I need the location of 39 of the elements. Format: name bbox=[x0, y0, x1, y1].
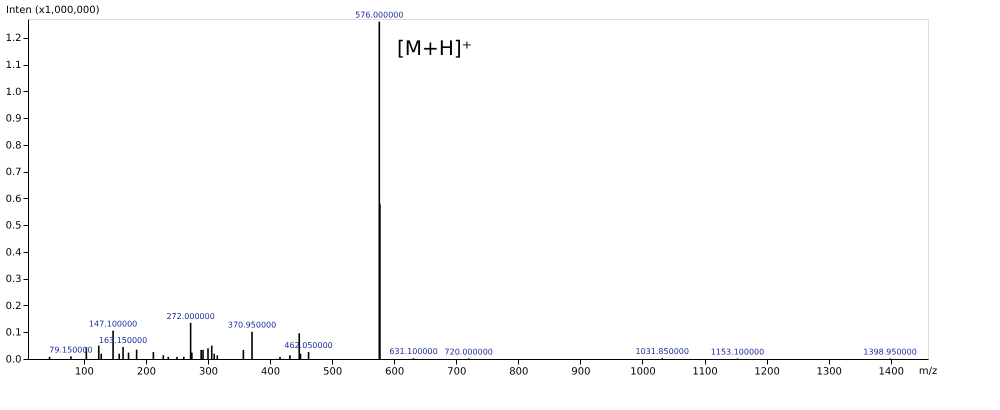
x-tick-label: 1200 bbox=[754, 366, 780, 378]
y-tick-label: 0.2 bbox=[6, 300, 22, 312]
x-tick-label: 1300 bbox=[816, 366, 842, 378]
annotation: 1031.850000 bbox=[636, 347, 689, 356]
x-tick-label: 400 bbox=[261, 366, 280, 378]
x-tick-label: 900 bbox=[571, 366, 590, 378]
y-tick-label: 0.4 bbox=[6, 247, 22, 258]
x-axis-title: m/z bbox=[918, 366, 938, 377]
y-tick-label: 1.0 bbox=[6, 86, 22, 98]
y-axis-title: Inten (x1,000,000) bbox=[6, 5, 100, 16]
x-tick-label: 600 bbox=[385, 366, 404, 378]
y-tick-label: 0.5 bbox=[6, 220, 22, 232]
annotation: 1153.100000 bbox=[710, 347, 764, 356]
y-tick-label: 0.3 bbox=[6, 274, 22, 286]
x-tick-label: 1100 bbox=[692, 366, 718, 378]
annotation: 720.000000 bbox=[444, 347, 493, 356]
annotation: 1398.950000 bbox=[863, 347, 917, 356]
x-tick-label: 500 bbox=[323, 366, 342, 378]
annotation: 631.100000 bbox=[389, 347, 438, 356]
y-tick-label: 0.0 bbox=[6, 354, 22, 366]
y-tick-label: 0.9 bbox=[6, 114, 22, 125]
y-tick-label: 0.6 bbox=[6, 194, 22, 205]
annotation: 147.100000 bbox=[88, 320, 138, 329]
annotation: 272.000000 bbox=[166, 312, 215, 321]
x-tick-label: 200 bbox=[136, 366, 156, 378]
y-tick-label: 0.7 bbox=[6, 167, 22, 178]
annotation: [M+H]⁺ bbox=[397, 36, 472, 60]
x-tick-label: 800 bbox=[509, 366, 528, 378]
y-tick-label: 1.2 bbox=[6, 33, 22, 44]
annotation: 576.000000 bbox=[355, 10, 404, 20]
y-tick-label: 0.1 bbox=[6, 328, 22, 339]
x-tick-label: 300 bbox=[198, 366, 218, 378]
x-tick-label: 100 bbox=[74, 366, 94, 378]
annotation: 370.950000 bbox=[228, 320, 276, 330]
y-tick-label: 1.1 bbox=[6, 60, 22, 72]
y-tick-label: 0.8 bbox=[6, 140, 22, 152]
x-tick-label: 1400 bbox=[878, 366, 904, 378]
x-tick-label: 700 bbox=[447, 366, 466, 378]
x-tick-label: 1000 bbox=[630, 366, 656, 378]
